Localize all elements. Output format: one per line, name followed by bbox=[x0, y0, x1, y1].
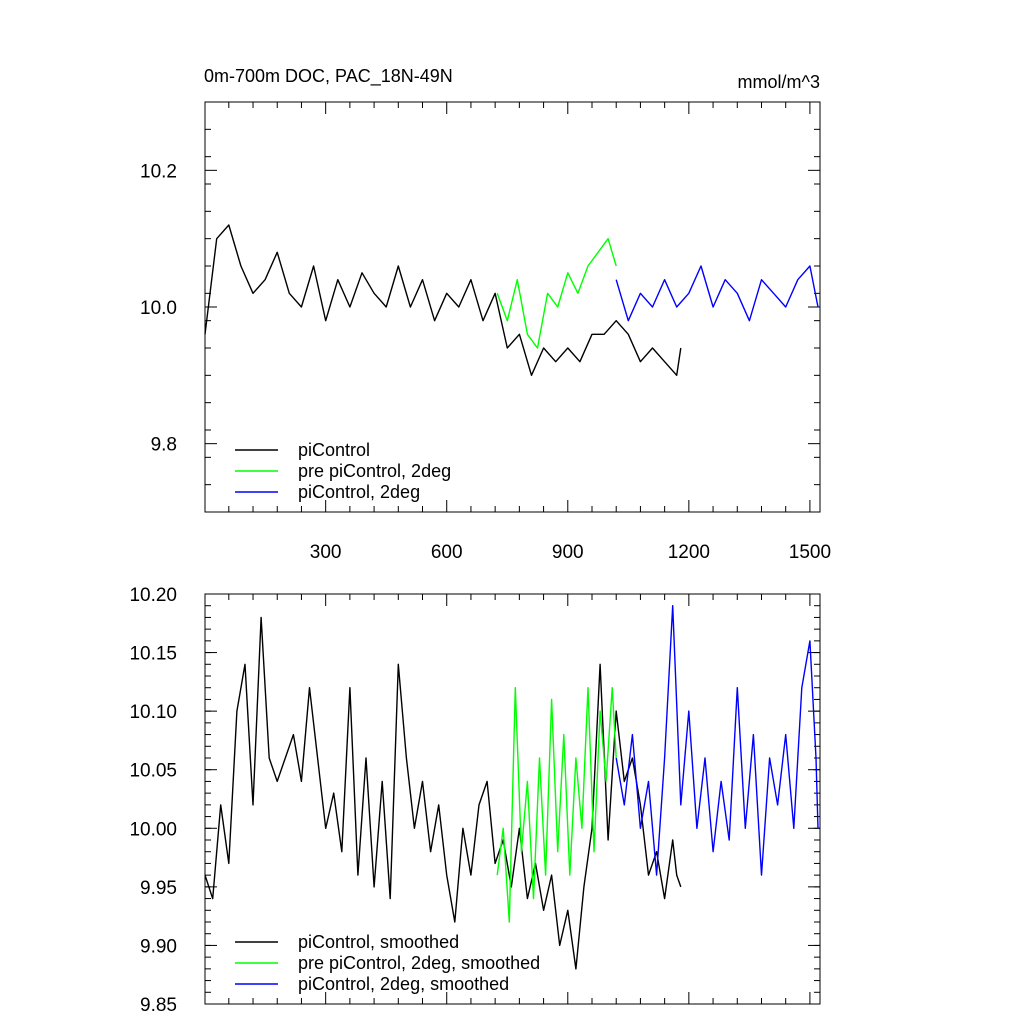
top-panel-title: 0m-700m DOC, PAC_18N-49N bbox=[204, 66, 453, 87]
top-panel-frame bbox=[204, 101, 821, 513]
top-panel: 0m-700m DOC, PAC_18N-49N mmol/m^3 300 600… bbox=[140, 66, 831, 563]
legend-label: piControl bbox=[298, 440, 370, 460]
legend-label: pre piControl, 2deg, smoothed bbox=[298, 953, 540, 973]
x-tick-label: 1200 bbox=[668, 542, 710, 563]
bottom-panel-frame bbox=[204, 593, 821, 1005]
series-line-0 bbox=[204, 224, 682, 376]
y-tick-label: 9.95 bbox=[140, 878, 177, 899]
bottom-panel: 9.85 9.90 9.95 10.00 10.05 10.10 10.15 10.20 pi… bbox=[129, 585, 821, 1016]
legend-label: pre piControl, 2deg bbox=[298, 461, 451, 481]
bottom-panel-ticks: 9.85 9.90 9.95 10.00 10.05 10.10 10.15 10.20 bbox=[129, 585, 820, 1016]
y-tick-label: 10.2 bbox=[140, 161, 177, 182]
y-tick-label: 10.00 bbox=[129, 819, 177, 840]
top-panel-ticks: 300 600 900 1200 1500 9.8 10.0 10.2 bbox=[140, 101, 831, 563]
series-line-2 bbox=[615, 265, 819, 322]
x-tick-label: 1500 bbox=[789, 542, 831, 563]
y-tick-label: 10.0 bbox=[140, 298, 177, 319]
series-line-2 bbox=[615, 605, 819, 876]
y-tick-label: 9.90 bbox=[140, 936, 177, 957]
series-line-1 bbox=[496, 687, 617, 923]
y-tick-label: 10.15 bbox=[129, 644, 177, 665]
top-panel-units: mmol/m^3 bbox=[738, 72, 820, 92]
top-panel-series bbox=[204, 224, 819, 376]
x-tick-label: 600 bbox=[431, 542, 463, 563]
y-tick-label: 9.8 bbox=[151, 435, 177, 456]
y-tick-label: 9.85 bbox=[140, 995, 177, 1016]
y-tick-label: 10.10 bbox=[129, 702, 177, 723]
y-tick-label: 10.20 bbox=[129, 585, 177, 606]
x-tick-label: 900 bbox=[552, 542, 584, 563]
legend-label: piControl, smoothed bbox=[298, 932, 459, 952]
legend-label: piControl, 2deg, smoothed bbox=[298, 974, 509, 994]
y-tick-label: 10.05 bbox=[129, 761, 177, 782]
x-tick-label: 300 bbox=[310, 542, 342, 563]
bottom-panel-series bbox=[204, 605, 819, 970]
series-line-1 bbox=[496, 238, 617, 349]
series-line-0 bbox=[204, 616, 682, 970]
legend-label: piControl, 2deg bbox=[298, 482, 420, 502]
